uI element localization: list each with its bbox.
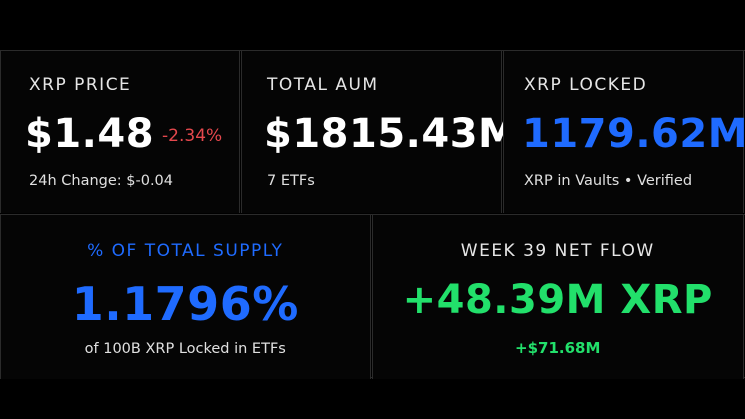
xrp-price-sub: 24h Change: $-0.04 [29, 173, 174, 189]
xrp-locked-sub: XRP in Vaults • Verified [524, 173, 693, 189]
etf-dashboard: XRP PRICE $1.48 -2.34% 24h Change: $-0.04… [0, 50, 745, 379]
total-aum-label: TOTAL AUM [267, 75, 379, 95]
bottom-metrics-row: % OF TOTAL SUPPLY 1.1796% of 100B XRP Lo… [0, 214, 745, 379]
top-metrics-row: XRP PRICE $1.48 -2.34% 24h Change: $-0.04… [0, 51, 745, 213]
total-aum-sub: 7 ETFs [267, 173, 315, 189]
net-flow-usd: +$71.68M [515, 339, 601, 357]
supply-pct-label: % OF TOTAL SUPPLY [87, 241, 284, 261]
supply-pct-value: 1.1796% [71, 277, 299, 331]
xrp-price-change: -2.34% [162, 126, 223, 146]
net-flow-card: WEEK 39 NET FLOW +48.39M XRP +$71.68M [371, 215, 744, 379]
xrp-locked-label: XRP LOCKED [524, 75, 648, 95]
xrp-price-label: XRP PRICE [29, 75, 132, 95]
xrp-locked-card: XRP LOCKED 1179.62M XRP in Vaults • Veri… [503, 51, 745, 213]
xrp-locked-value: 1179.62M [522, 111, 745, 157]
xrp-price-card: XRP PRICE $1.48 -2.34% 24h Change: $-0.04 [0, 51, 240, 213]
xrp-price-value: $1.48 [25, 111, 155, 157]
total-aum-card: TOTAL AUM $1815.43M 7 ETFs [241, 51, 518, 213]
supply-pct-card: % OF TOTAL SUPPLY 1.1796% of 100B XRP Lo… [0, 215, 371, 379]
net-flow-value: +48.39M XRP [402, 277, 713, 323]
total-aum-value: $1815.43M [264, 111, 519, 157]
net-flow-label: WEEK 39 NET FLOW [460, 241, 655, 261]
supply-pct-sub: of 100B XRP Locked in ETFs [84, 341, 286, 357]
xrp-price-value-line: $1.48 -2.34% [25, 111, 222, 157]
